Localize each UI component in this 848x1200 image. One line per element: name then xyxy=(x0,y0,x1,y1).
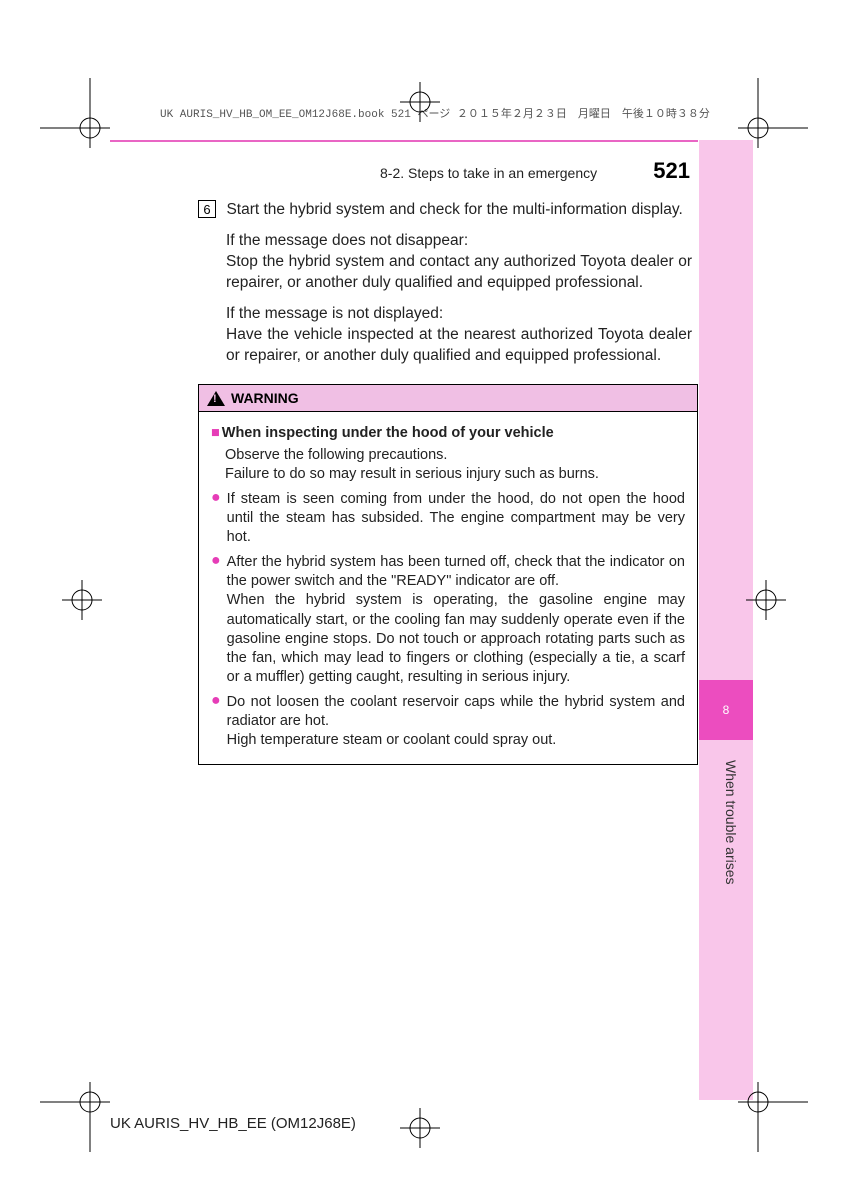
registration-mark-icon xyxy=(400,82,440,122)
warning-bullet: ● If steam is seen coming from under the… xyxy=(211,490,685,547)
warning-subtitle-text: When inspecting under the hood of your v… xyxy=(222,425,554,441)
step-number-box: 6 xyxy=(198,200,216,218)
registration-mark-icon xyxy=(62,580,102,620)
bullet-text: Do not loosen the coolant reservoir caps… xyxy=(227,693,685,750)
bullet-text: If steam is seen coming from under the h… xyxy=(227,490,685,547)
para2-line1: If the message is not displayed: xyxy=(226,305,443,322)
bullet-text-b: When the hybrid system is operating, the… xyxy=(227,592,685,685)
crop-mark-icon xyxy=(728,78,808,158)
section-title: 8-2. Steps to take in an emergency xyxy=(380,165,597,181)
registration-mark-icon xyxy=(746,580,786,620)
content-area: 6 Start the hybrid system and check for … xyxy=(198,200,696,765)
para2-line2: Have the vehicle inspected at the neares… xyxy=(226,326,692,364)
bullet-dot-icon: ● xyxy=(211,693,221,750)
warning-intro1: Observe the following precautions. xyxy=(225,446,685,465)
chapter-tab: 8 xyxy=(699,680,753,740)
registration-mark-icon xyxy=(400,1108,440,1148)
bullet-text-a: Do not loosen the coolant reservoir caps… xyxy=(227,694,685,729)
crop-mark-icon xyxy=(728,1072,808,1152)
bullet-text-a: After the hybrid system has been turned … xyxy=(227,554,685,589)
paragraph: If the message does not disappear: Stop … xyxy=(226,231,692,294)
warning-box: WARNING ■When inspecting under the hood … xyxy=(198,384,698,765)
crop-mark-icon xyxy=(40,1072,120,1152)
header-rule xyxy=(110,140,698,142)
crop-mark-icon xyxy=(40,78,120,158)
warning-subtitle: ■When inspecting under the hood of your … xyxy=(211,424,685,443)
warning-bullet: ● After the hybrid system has been turne… xyxy=(211,553,685,687)
warning-bullet: ● Do not loosen the coolant reservoir ca… xyxy=(211,693,685,750)
chapter-number: 8 xyxy=(723,703,730,717)
warning-intro2: Failure to do so may result in serious i… xyxy=(225,465,685,484)
para1-line2: Stop the hybrid system and contact any a… xyxy=(226,253,692,291)
side-chapter-label: When trouble arises xyxy=(723,760,739,885)
paragraph: If the message is not displayed: Have th… xyxy=(226,304,692,367)
warning-body: ■When inspecting under the hood of your … xyxy=(199,412,697,764)
warning-header: WARNING xyxy=(199,385,697,412)
side-pink-bar xyxy=(699,140,753,1100)
step-text: Start the hybrid system and check for th… xyxy=(226,200,692,221)
bullet-dot-icon: ● xyxy=(211,553,221,687)
footer-text: UK AURIS_HV_HB_EE (OM12J68E) xyxy=(110,1115,356,1132)
bullet-dot-icon: ● xyxy=(211,490,221,547)
bullet-text: After the hybrid system has been turned … xyxy=(227,553,685,687)
page-number: 521 xyxy=(653,158,690,184)
square-bullet-icon: ■ xyxy=(211,425,220,441)
para1-line1: If the message does not disappear: xyxy=(226,232,468,249)
bullet-text-b: High temperature steam or coolant could … xyxy=(227,732,557,748)
step-row: 6 Start the hybrid system and check for … xyxy=(198,200,696,221)
warning-label: WARNING xyxy=(231,390,299,406)
warning-triangle-icon xyxy=(207,391,225,406)
